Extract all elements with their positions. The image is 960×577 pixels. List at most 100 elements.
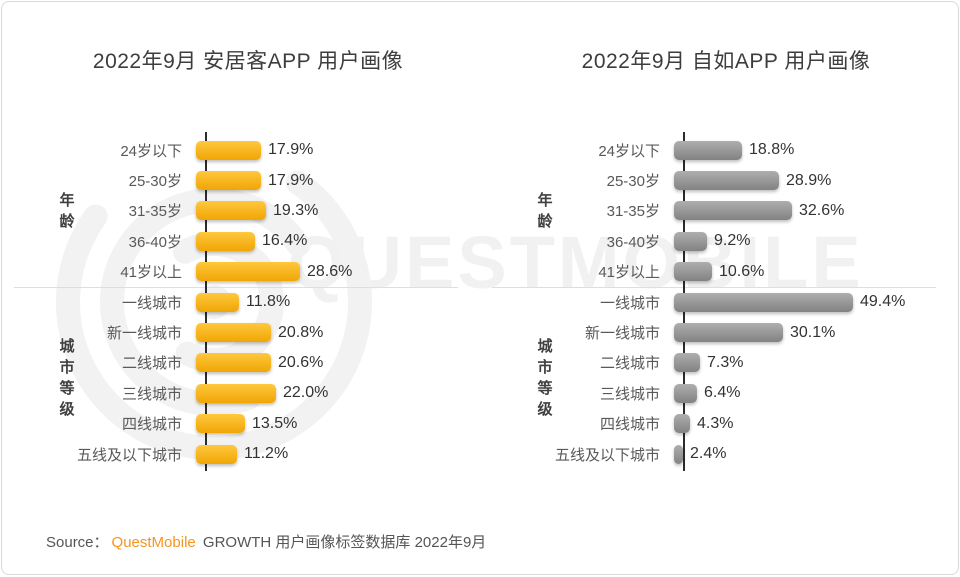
bar-track: 17.9% [194, 171, 314, 191]
value-label: 32.6% [799, 201, 845, 219]
bar [196, 353, 271, 373]
chart-row: 三线城市 6.4% [508, 378, 944, 408]
bar [674, 292, 853, 312]
value-label: 4.3% [697, 414, 734, 432]
category-label: 41岁以上 [598, 264, 660, 282]
group-label: 年龄 [59, 192, 75, 230]
value-label: 6.4% [704, 384, 741, 402]
chart-row: 一线城市 49.4% [508, 287, 944, 317]
category-label: 25-30岁 [128, 173, 182, 191]
bar-track: 11.2% [194, 444, 289, 464]
bar-track: 19.3% [194, 201, 319, 221]
value-label: 20.8% [278, 323, 324, 341]
chart-row: 新一线城市 30.1% [508, 317, 944, 347]
value-label: 9.2% [714, 232, 751, 250]
bar-track: 4.3% [672, 414, 734, 434]
bar-track: 28.9% [672, 171, 832, 191]
category-label: 二线城市 [599, 355, 660, 373]
chart-row: 36-40岁 16.4% [30, 226, 466, 256]
bar-track: 2.4% [672, 444, 727, 464]
category-label: 新一线城市 [106, 325, 182, 343]
value-label: 30.1% [790, 323, 836, 341]
bar-track: 11.8% [194, 292, 290, 312]
bar [674, 171, 779, 191]
value-label: 10.6% [719, 262, 765, 280]
bar-track: 20.6% [194, 353, 324, 373]
bar [674, 262, 712, 282]
chart-row: 四线城市 4.3% [508, 409, 944, 439]
value-label: 20.6% [278, 353, 324, 371]
category-label: 五线及以下城市 [554, 446, 660, 464]
group-divider [492, 287, 936, 288]
chart-row: 31-35岁 19.3% [30, 196, 466, 226]
chart-title-ziru: 2022年9月 自如APP 用户画像 [581, 50, 871, 73]
bar-track: 16.4% [194, 231, 308, 251]
value-label: 28.6% [307, 262, 353, 280]
bar [674, 353, 700, 373]
chart-row: 五线及以下城市 2.4% [508, 439, 944, 469]
chart-row: 二线城市 20.6% [30, 348, 466, 378]
value-label: 49.4% [860, 293, 906, 311]
value-label: 17.9% [268, 141, 314, 159]
bar [196, 171, 261, 191]
source-line: Source： QuestMobile GROWTH 用户画像标签数据库 2022… [46, 531, 486, 552]
chart-row: 41岁以上 10.6% [508, 257, 944, 287]
group-label: 年龄 [537, 192, 553, 230]
bar [674, 140, 742, 160]
category-label: 一线城市 [599, 294, 660, 312]
bar [674, 231, 707, 251]
chart-row: 三线城市 22.0% [30, 378, 466, 408]
source-prefix: Source： [46, 534, 109, 551]
bar [196, 262, 300, 282]
value-label: 11.2% [244, 445, 289, 463]
bar [196, 231, 255, 251]
chart-row: 四线城市 13.5% [30, 409, 466, 439]
bar [674, 414, 690, 434]
bar-track: 18.8% [672, 140, 794, 160]
category-label: 新一线城市 [584, 325, 660, 343]
bar-track: 32.6% [672, 201, 845, 221]
bar-track: 7.3% [672, 353, 743, 373]
chart-row: 二线城市 7.3% [508, 348, 944, 378]
value-label: 2.4% [690, 445, 727, 463]
chart-row: 31-35岁 32.6% [508, 196, 944, 226]
category-label: 三线城市 [121, 385, 182, 403]
group-label: 城市等级 [59, 338, 75, 419]
category-label: 五线及以下城市 [76, 446, 182, 464]
chart-row: 一线城市 11.8% [30, 287, 466, 317]
charts-row: 2022年9月 安居客APP 用户画像 24岁以下 17.9% 25-30岁 17.9… [2, 2, 958, 472]
category-label: 一线城市 [121, 294, 182, 312]
bar [196, 292, 239, 312]
category-label: 二线城市 [121, 355, 182, 373]
group-divider [14, 287, 458, 288]
value-label: 28.9% [786, 171, 832, 189]
chart-panel-ziru: 2022年9月 自如APP 用户画像 24岁以下 18.8% 25-30岁 28.9%… [480, 2, 958, 472]
value-label: 17.9% [268, 171, 314, 189]
bar-track: 6.4% [672, 383, 741, 403]
chart-row: 41岁以上 28.6% [30, 257, 466, 287]
value-label: 22.0% [283, 384, 329, 402]
questmobile-text-watermark: QUESTMOBILE [288, 221, 864, 304]
bar [674, 444, 683, 464]
group-label: 城市等级 [537, 338, 553, 419]
category-label: 31-35岁 [606, 203, 660, 221]
bar [196, 201, 266, 221]
chart-title-anjuke: 2022年9月 安居客APP 用户画像 [92, 50, 404, 73]
bar-chart-anjuke: 24岁以下 17.9% 25-30岁 17.9% 31-35岁 19.3% 36-40岁 16… [14, 132, 466, 472]
category-label: 三线城市 [599, 385, 660, 403]
bar-track: 49.4% [672, 292, 906, 312]
bar-track: 22.0% [194, 383, 329, 403]
category-label: 四线城市 [599, 416, 660, 434]
value-label: 16.4% [262, 232, 308, 250]
source-brand: QuestMobile [111, 534, 196, 551]
chart-row: 25-30岁 17.9% [30, 165, 466, 195]
value-label: 19.3% [273, 201, 319, 219]
category-label: 四线城市 [121, 416, 182, 434]
bar-track: 28.6% [194, 262, 353, 282]
category-label: 25-30岁 [606, 173, 660, 191]
bar-track: 30.1% [672, 323, 836, 343]
bar-track: 20.8% [194, 323, 324, 343]
bar [196, 140, 261, 160]
value-label: 13.5% [252, 414, 298, 432]
